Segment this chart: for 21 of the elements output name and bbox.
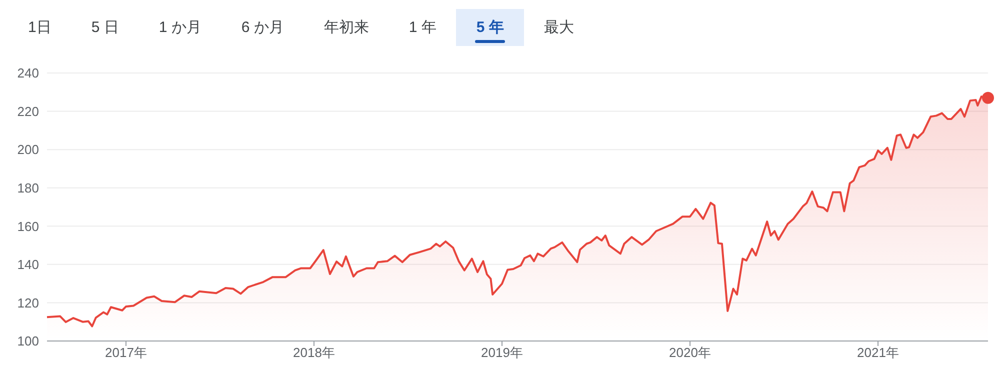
y-tick-label: 240 [17,66,39,81]
y-tick-label: 120 [17,295,39,310]
y-tick-label: 160 [17,218,39,234]
y-tick-label: 180 [17,180,39,196]
text: 1 か月 [158,18,202,36]
x-tick-label: 2021年 [857,345,899,360]
text: 1日 [28,18,52,36]
x-tick-label: 2017年 [105,345,147,360]
y-tick-label: 140 [17,257,39,272]
y-tick-label: 200 [17,142,39,158]
text: 最大 [544,18,574,36]
text: 1 年 [408,18,436,36]
text: 5 日 [91,18,119,36]
x-tick-label: 2018年 [293,345,335,360]
x-tick-label: 2019年 [481,345,523,360]
x-tick-label: 2020年 [669,345,711,360]
text: 年初来 [324,18,369,36]
y-tick-label: 220 [17,104,39,119]
y-tick-label: 100 [17,334,39,349]
text: 5 年 [476,18,504,36]
text: 6 か月 [241,18,284,36]
